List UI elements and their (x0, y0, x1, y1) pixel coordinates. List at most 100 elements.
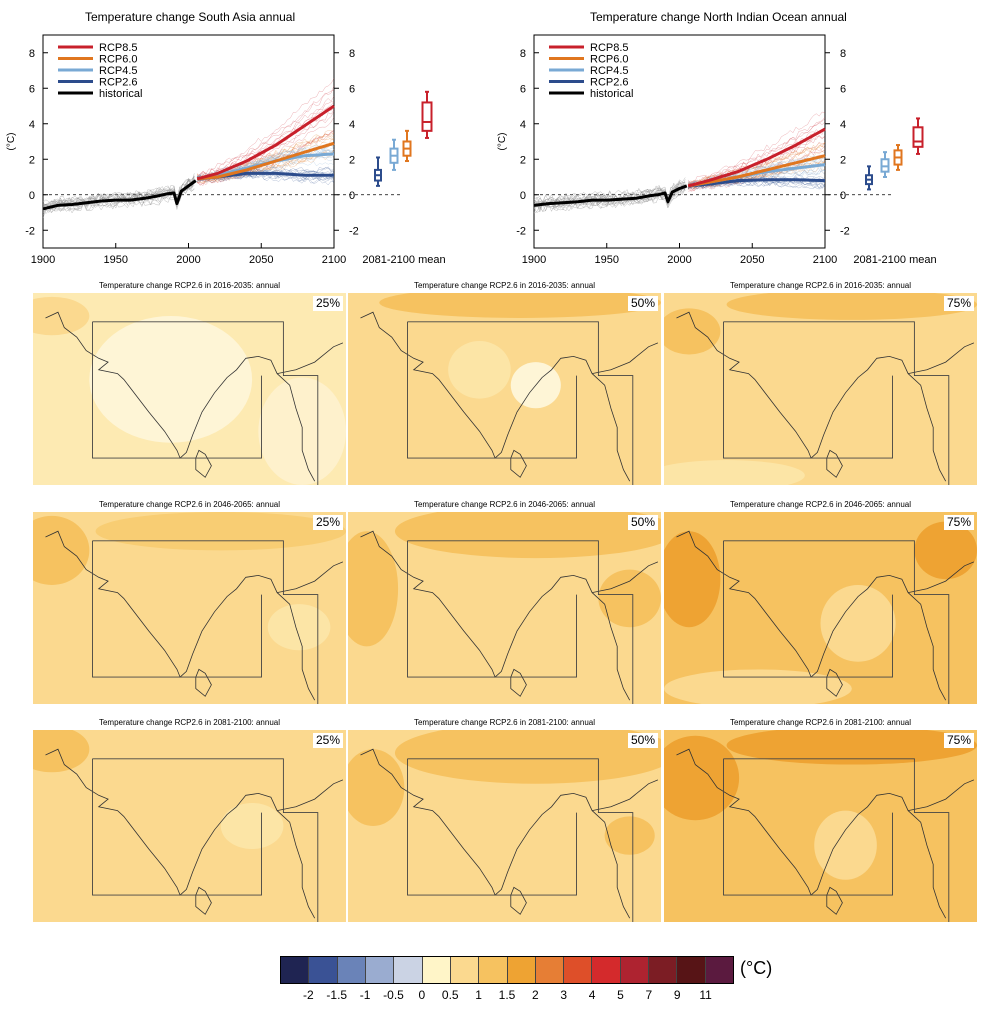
box-rcp45 (389, 138, 399, 171)
series-line-rcp85 (196, 104, 335, 181)
y-tick-label-right: 6 (349, 83, 355, 95)
legend-label: historical (99, 88, 142, 100)
y-tick-label: 4 (29, 119, 35, 131)
ensemble-line (688, 116, 826, 184)
region-box (407, 540, 634, 704)
ensemble-line (688, 141, 826, 191)
y-tick-label: 2 (29, 154, 35, 166)
map-panel: Temperature change RCP2.6 in 2016-2035: … (664, 281, 977, 485)
map-panel: Temperature change RCP2.6 in 2081-2100: … (664, 718, 977, 922)
contour-patch (664, 735, 740, 821)
colorbar-tick-label: 0.5 (441, 988, 459, 1002)
ensemble-line (197, 85, 335, 178)
legend-label: historical (590, 88, 633, 100)
ensemble-line (196, 152, 335, 183)
map-title: Temperature change RCP2.6 in 2081-2100: … (413, 718, 595, 727)
map-title: Temperature change RCP2.6 in 2046-2065: … (413, 500, 595, 509)
ensemble-line (197, 78, 335, 178)
map-panel: Temperature change RCP2.6 in 2046-2065: … (33, 500, 346, 704)
percentile-label: 50% (627, 296, 658, 311)
timeseries-panel-north-indian-ocean: Temperature change North Indian Ocean an… (491, 0, 982, 275)
region-box-lower (92, 321, 262, 459)
contour-patch (394, 730, 661, 784)
coastline-east (277, 342, 344, 374)
x-tick-label: 2000 (176, 254, 200, 266)
coastline-east (277, 779, 344, 811)
plot-axes (533, 34, 830, 249)
legend-label: RCP2.6 (99, 77, 138, 89)
chart-title: Temperature change North Indian Ocean an… (590, 10, 847, 24)
plot-axes (42, 34, 339, 249)
percentile-label: 75% (943, 515, 974, 530)
ensemble-line (688, 180, 826, 190)
x-tick-label: 2100 (813, 254, 837, 266)
map-background (33, 730, 346, 922)
map-title: Temperature change RCP2.6 in 2016-2035: … (729, 281, 911, 290)
contour-patch (726, 730, 977, 765)
coastline (676, 748, 947, 919)
ensemble-line (688, 153, 826, 187)
colorbar-tick-label: 7 (645, 988, 653, 1002)
contour-patch (664, 308, 721, 355)
colorbar-tick-label: 11 (699, 988, 712, 1002)
region-box (92, 540, 319, 704)
contour-patch (664, 669, 852, 704)
colorbar-tick-label: 9 (673, 988, 681, 1002)
map-panel: Temperature change RCP2.6 in 2046-2065: … (348, 500, 661, 704)
map-canvas (33, 512, 346, 704)
ensemble-line (42, 178, 195, 209)
series-line-historical (42, 179, 197, 211)
colorbar-swatch (705, 957, 733, 983)
percentile-label: 25% (312, 733, 343, 748)
percentile-label: 50% (627, 733, 658, 748)
contour-patch (598, 569, 661, 628)
map-title: Temperature change RCP2.6 in 2046-2065: … (98, 500, 280, 509)
map-panel: Temperature change RCP2.6 in 2016-2035: … (348, 281, 661, 485)
region-box-lower (723, 758, 893, 896)
legend-label: RCP8.5 (590, 42, 629, 54)
colorbar-swatch (309, 957, 338, 983)
contour-patch (267, 604, 331, 651)
map-title: Temperature change RCP2.6 in 2016-2035: … (98, 281, 280, 290)
coastline-east (908, 342, 975, 374)
region-box (407, 321, 634, 485)
series-line-historical (533, 184, 688, 207)
y-tick-label-right: 2 (349, 154, 355, 166)
legend-label: RCP6.0 (99, 54, 138, 66)
colorbar-tick-label: -0.5 (383, 988, 404, 1002)
legend-label: RCP4.5 (590, 65, 629, 77)
region-box-lower (407, 321, 577, 459)
y-tick-label-right: 0 (349, 190, 355, 202)
colorbar-tick-label: 3 (560, 988, 568, 1002)
contour-patch (348, 749, 405, 826)
box-rcp26 (374, 156, 382, 187)
map-canvas (33, 293, 346, 485)
coastline (360, 748, 631, 919)
box-plots (865, 117, 924, 191)
y-tick-label-right: -2 (349, 225, 359, 237)
legend-label: RCP6.0 (590, 54, 629, 66)
x-tick-label: 1900 (31, 254, 55, 266)
colorbar (280, 956, 734, 984)
legend-label: RCP8.5 (99, 42, 138, 54)
region-box (407, 758, 634, 922)
ensemble-line (688, 150, 826, 192)
box-rcp45 (880, 151, 890, 178)
contour-patch (220, 802, 284, 850)
x-tick-label: 2000 (667, 254, 691, 266)
colorbar-swatch (507, 957, 536, 983)
ensemble-line (688, 141, 826, 185)
y-axis-label: (°C) (6, 133, 17, 151)
map-panel: Temperature change RCP2.6 in 2081-2100: … (33, 718, 346, 922)
colorbar-tick-label: 2 (532, 988, 539, 1002)
colorbar-tick-label: -1 (359, 988, 371, 1002)
plot-frame (42, 34, 335, 249)
colorbar-swatch (649, 957, 678, 983)
percentile-label: 75% (943, 296, 974, 311)
colorbar-tick-label: 0 (418, 988, 426, 1002)
contour-patch (726, 293, 977, 320)
region-box-lower (92, 758, 262, 896)
coastline (676, 311, 947, 482)
ensemble-line (197, 173, 335, 184)
ensemble-line (688, 160, 826, 190)
